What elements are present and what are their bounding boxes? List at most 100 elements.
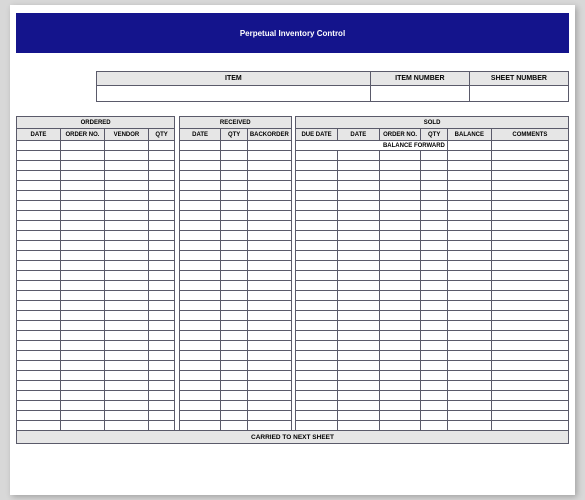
cell-ordered[interactable] xyxy=(148,181,174,191)
cell-ordered[interactable] xyxy=(17,361,61,371)
cell-ordered[interactable] xyxy=(17,221,61,231)
cell-received[interactable] xyxy=(179,251,221,261)
cell-received[interactable] xyxy=(247,271,291,281)
cell-received[interactable] xyxy=(179,191,221,201)
cell-sold[interactable] xyxy=(296,321,338,331)
cell-sold[interactable] xyxy=(296,181,338,191)
cell-sold[interactable] xyxy=(296,281,338,291)
cell-sold[interactable] xyxy=(447,291,491,301)
cell-sold[interactable] xyxy=(296,161,338,171)
cell-ordered[interactable] xyxy=(104,381,148,391)
cell-ordered[interactable] xyxy=(17,391,61,401)
cell-ordered[interactable] xyxy=(60,291,104,301)
cell-ordered[interactable] xyxy=(148,281,174,291)
cell-sold[interactable] xyxy=(421,321,447,331)
info-value-sheet-number[interactable] xyxy=(469,86,568,102)
cell-sold[interactable] xyxy=(337,251,379,261)
cell-received[interactable] xyxy=(247,181,291,191)
cell-ordered[interactable] xyxy=(60,301,104,311)
cell-sold[interactable] xyxy=(491,321,568,331)
cell-sold[interactable] xyxy=(421,161,447,171)
cell-received[interactable] xyxy=(247,281,291,291)
cell-sold[interactable] xyxy=(421,251,447,261)
cell-received[interactable] xyxy=(221,311,247,321)
cell-ordered[interactable] xyxy=(17,241,61,251)
cell-received[interactable] xyxy=(247,361,291,371)
cell-sold[interactable] xyxy=(379,301,421,311)
cell-sold[interactable] xyxy=(337,241,379,251)
cell-sold[interactable] xyxy=(491,191,568,201)
cell-sold[interactable] xyxy=(296,221,338,231)
cell-ordered[interactable] xyxy=(60,401,104,411)
cell-sold[interactable] xyxy=(447,171,491,181)
cell-received[interactable] xyxy=(221,151,247,161)
cell-sold[interactable] xyxy=(447,371,491,381)
cell-sold[interactable] xyxy=(296,261,338,271)
cell-ordered[interactable] xyxy=(60,261,104,271)
cell-received[interactable] xyxy=(179,281,221,291)
cell-ordered[interactable] xyxy=(17,351,61,361)
cell-sold[interactable] xyxy=(447,251,491,261)
cell-sold[interactable] xyxy=(296,251,338,261)
cell-sold[interactable] xyxy=(491,201,568,211)
cell-received[interactable] xyxy=(247,141,291,151)
cell-ordered[interactable] xyxy=(104,401,148,411)
cell-sold[interactable] xyxy=(379,321,421,331)
cell-sold[interactable] xyxy=(379,211,421,221)
cell-sold[interactable] xyxy=(337,301,379,311)
cell-sold[interactable] xyxy=(379,281,421,291)
cell-received[interactable] xyxy=(247,331,291,341)
cell-sold[interactable] xyxy=(491,311,568,321)
cell-received[interactable] xyxy=(247,391,291,401)
cell-sold[interactable] xyxy=(491,161,568,171)
cell-sold[interactable] xyxy=(421,171,447,181)
cell-sold[interactable] xyxy=(421,221,447,231)
cell-received[interactable] xyxy=(247,241,291,251)
cell-sold[interactable] xyxy=(296,191,338,201)
cell-sold[interactable] xyxy=(379,271,421,281)
cell-ordered[interactable] xyxy=(148,361,174,371)
cell-ordered[interactable] xyxy=(104,321,148,331)
cell-sold[interactable] xyxy=(421,331,447,341)
cell-ordered[interactable] xyxy=(148,411,174,421)
cell-received[interactable] xyxy=(221,191,247,201)
cell-ordered[interactable] xyxy=(104,391,148,401)
cell-sold[interactable] xyxy=(491,421,568,431)
cell-received[interactable] xyxy=(247,321,291,331)
cell-sold[interactable] xyxy=(296,421,338,431)
cell-received[interactable] xyxy=(179,351,221,361)
cell-sold[interactable] xyxy=(421,231,447,241)
cell-received[interactable] xyxy=(179,181,221,191)
cell-sold[interactable] xyxy=(421,391,447,401)
cell-ordered[interactable] xyxy=(60,231,104,241)
cell-received[interactable] xyxy=(247,211,291,221)
cell-sold[interactable] xyxy=(337,191,379,201)
cell-sold[interactable] xyxy=(296,391,338,401)
cell-received[interactable] xyxy=(221,401,247,411)
cell-sold[interactable] xyxy=(337,371,379,381)
cell-sold[interactable] xyxy=(491,331,568,341)
cell-received[interactable] xyxy=(221,301,247,311)
cell-sold[interactable] xyxy=(421,241,447,251)
cell-ordered[interactable] xyxy=(17,271,61,281)
cell-ordered[interactable] xyxy=(17,311,61,321)
cell-ordered[interactable] xyxy=(148,371,174,381)
cell-ordered[interactable] xyxy=(148,191,174,201)
cell-received[interactable] xyxy=(221,361,247,371)
cell-sold[interactable] xyxy=(337,321,379,331)
cell-sold[interactable] xyxy=(421,311,447,321)
cell-sold[interactable] xyxy=(491,171,568,181)
cell-ordered[interactable] xyxy=(60,171,104,181)
cell-received[interactable] xyxy=(221,331,247,341)
cell-sold[interactable] xyxy=(296,231,338,241)
cell-sold[interactable] xyxy=(337,261,379,271)
cell-sold[interactable] xyxy=(379,221,421,231)
cell-ordered[interactable] xyxy=(17,261,61,271)
cell-sold[interactable] xyxy=(447,241,491,251)
cell-received[interactable] xyxy=(179,261,221,271)
cell-received[interactable] xyxy=(221,391,247,401)
cell-sold[interactable] xyxy=(296,291,338,301)
cell-sold[interactable] xyxy=(296,241,338,251)
cell-sold[interactable] xyxy=(379,161,421,171)
cell-sold[interactable] xyxy=(421,401,447,411)
